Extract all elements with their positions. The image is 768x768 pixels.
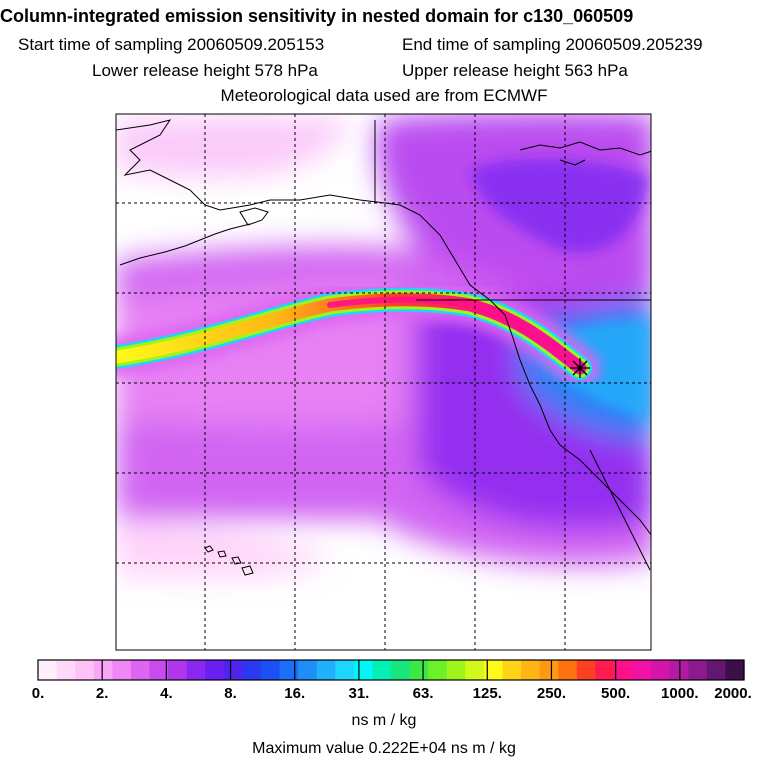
colorbar-tick-label: 1000. <box>661 685 699 702</box>
colorbar-cell <box>613 660 634 680</box>
colorbar-tick-label: 2. <box>95 685 109 702</box>
upper-release-height-label: Upper release height 563 hPa <box>402 61 628 80</box>
colorbar-cell <box>539 660 559 680</box>
colorbar-tick-label: 16. <box>284 685 306 702</box>
lower-release-height-label: Lower release height 578 hPa <box>92 61 318 80</box>
colorbar-cell <box>409 660 429 680</box>
met-data-label: Meteorological data used are from ECMWF <box>220 86 548 105</box>
colorbar-cell <box>483 660 504 680</box>
colorbar-cell <box>223 660 243 680</box>
colorbar-cell <box>205 660 225 680</box>
plume-center <box>327 296 583 371</box>
colorbar-cell <box>391 660 411 680</box>
colorbar-tick-label: 2000. <box>714 685 752 702</box>
colorbar-cell <box>632 660 652 680</box>
sensitivity-field <box>116 114 651 650</box>
colorbar-cell <box>521 660 541 680</box>
colorbar-cell <box>168 660 188 680</box>
colorbar-cell <box>725 660 745 680</box>
colorbar-cell <box>335 660 355 680</box>
colorbar-tick-label: 31. <box>348 685 370 702</box>
colorbar-cell <box>56 660 76 680</box>
colorbar-cell <box>242 660 262 680</box>
colorbar-cell <box>595 660 615 680</box>
colorbar-ticks <box>101 660 681 680</box>
colorbar-cell <box>446 660 466 680</box>
colorbar-cell <box>149 660 169 680</box>
colorbar-cell <box>316 660 336 680</box>
end-time-label: End time of sampling 20060509.205239 <box>402 35 703 54</box>
colorbar-cell <box>353 660 374 680</box>
map-frame <box>115 113 652 651</box>
colorbar-cell <box>93 660 113 680</box>
colorbar-tick-label: 4. <box>160 685 173 702</box>
lat-lon-grid <box>116 114 651 650</box>
start-time-label: Start time of sampling 20060509.205153 <box>18 35 325 54</box>
colorbar-cell <box>576 660 596 680</box>
colorbar <box>38 660 745 680</box>
colorbar-frame <box>37 659 745 681</box>
colorbar-cell <box>130 660 151 680</box>
colorbar-tick-label: 250. <box>536 685 567 702</box>
colorbar-cell <box>298 660 318 680</box>
colorbar-cell <box>75 660 95 680</box>
colorbar-cell <box>651 660 671 680</box>
colorbar-cell <box>186 660 206 680</box>
colorbar-cell <box>112 660 132 680</box>
colorbar-cell <box>38 660 58 680</box>
colorbar-cell <box>688 660 708 680</box>
maximum-value-label: Maximum value 0.222E+04 ns m / kg <box>252 740 516 757</box>
colorbar-tick-label: 125. <box>472 685 502 702</box>
colorbar-cell <box>558 660 578 680</box>
colorbar-cell <box>465 660 485 680</box>
colorbar-tick-label: 0. <box>31 685 45 702</box>
colorbar-cell <box>502 660 522 680</box>
colorbar-cell <box>260 660 281 680</box>
colorbar-cell <box>428 660 448 680</box>
colorbar-tick-label: 8. <box>224 685 237 702</box>
colorbar-cell <box>372 660 392 680</box>
colorbar-units: ns m / kg <box>351 712 417 729</box>
colorbar-tick-label: 500. <box>601 685 631 702</box>
coastlines <box>116 119 651 576</box>
colorbar-cell <box>279 660 299 680</box>
asterisk-icon <box>570 358 590 378</box>
colorbar-tick-label: 63. <box>412 685 434 702</box>
colorbar-cell <box>706 660 727 680</box>
map-title: Column-integrated emission sensitivity i… <box>0 6 634 26</box>
